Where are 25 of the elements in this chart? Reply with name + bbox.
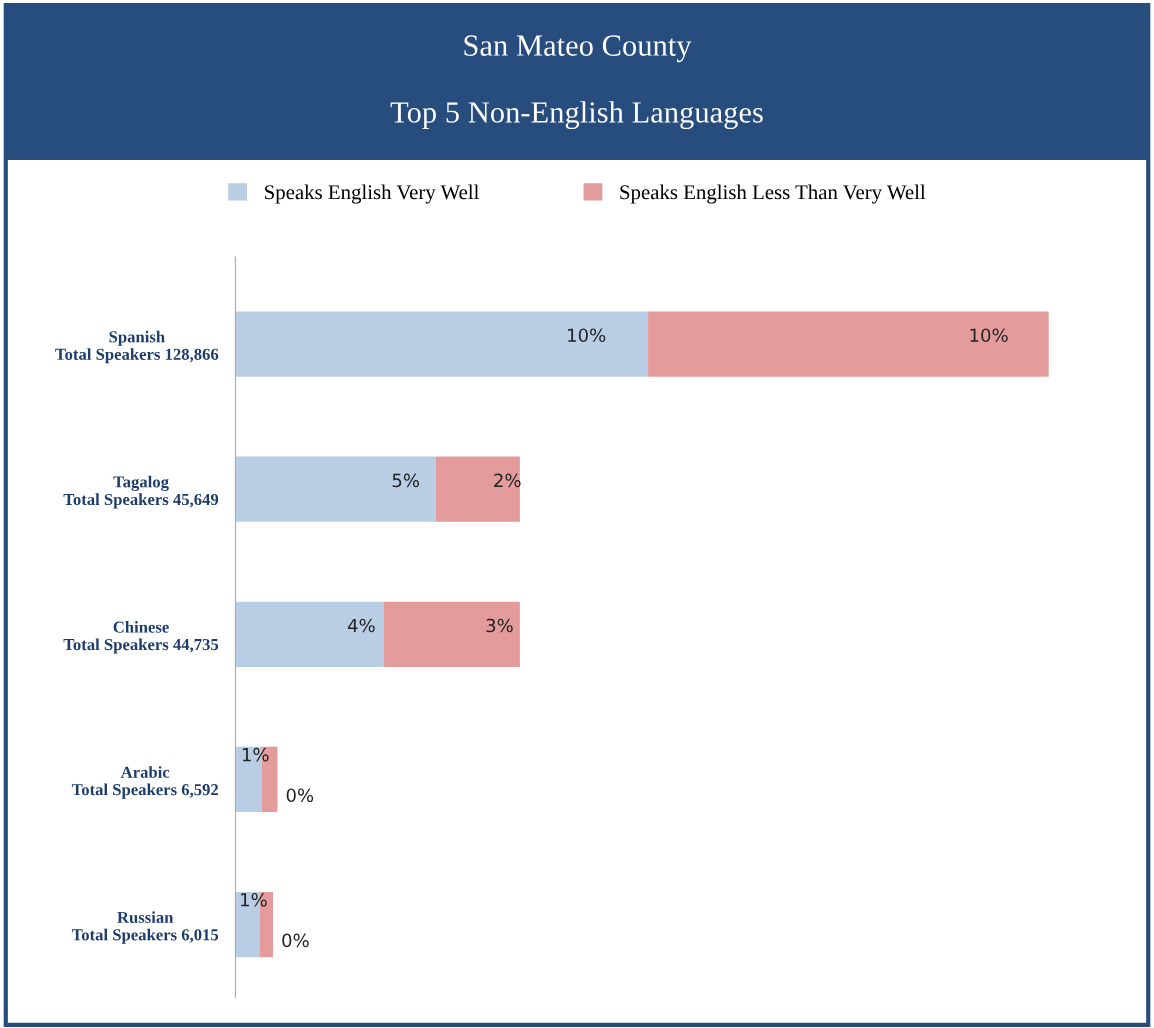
chart-title: San Mateo County [464, 35, 692, 63]
data-label: 5% [392, 473, 420, 488]
bar [235, 456, 436, 522]
y-tick-label: Arabic Total Speakers 6,592 [71, 766, 219, 799]
y-tick-label: Russian Total Speakers 6,015 [71, 911, 219, 944]
bar [383, 601, 520, 667]
y-tick-label: Tagalog Total Speakers 45,649 [63, 475, 219, 509]
bar [235, 311, 649, 377]
legend-label: Speaks English Less Than Very Well [620, 184, 926, 204]
data-label: 4% [347, 618, 375, 633]
y-tick-label: Chinese Total Speakers 44,735 [63, 621, 219, 654]
bar [235, 601, 384, 667]
data-label: 2% [494, 473, 521, 488]
data-label: 3% [486, 618, 513, 633]
bar [435, 456, 520, 522]
data-label: 1% [241, 892, 267, 907]
y-tick-label: Spanish Total Speakers 128,866 [55, 330, 219, 364]
data-label: 10% [970, 328, 1008, 343]
data-label: 10% [568, 328, 606, 343]
data-label: 0% [286, 788, 314, 803]
bar [648, 311, 1049, 377]
data-label: 0% [282, 933, 309, 948]
legend-label: Speaks English Very Well [265, 184, 479, 204]
data-label: 1% [242, 747, 269, 762]
chart-subtitle: Top 5 Non-English Languages [390, 101, 763, 130]
